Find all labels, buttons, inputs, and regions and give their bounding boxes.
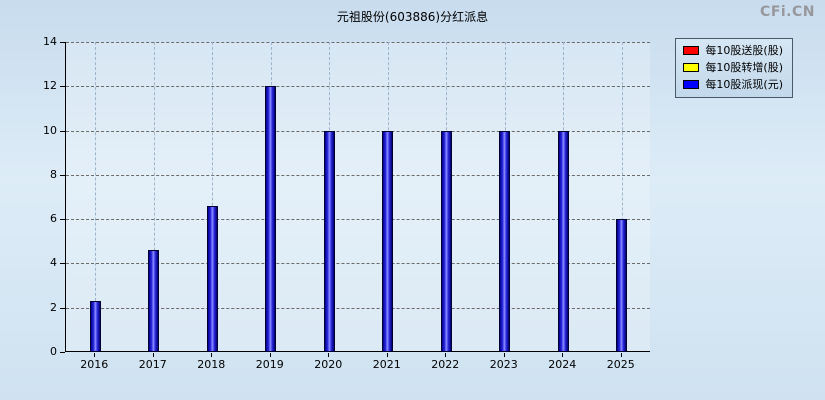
legend-item: 每10股派现(元) [683,78,783,91]
bar-每10股派现(元) [206,205,218,352]
y-axis-label: 2 [50,300,57,314]
x-axis-tick [620,353,622,357]
v-gridline [95,42,97,351]
v-gridline [153,42,155,351]
y-axis-tick [60,130,65,132]
legend-label: 每10股派现(元) [705,78,783,91]
h-gridline [66,86,650,88]
y-axis-tick [60,219,65,221]
bar-每10股派现(元) [89,301,101,352]
h-gridline [66,42,650,43]
y-axis-label: 6 [50,212,57,226]
legend-label: 每10股送股(股) [705,44,783,57]
y-axis-label: 14 [43,35,57,48]
x-axis-tick [152,353,154,357]
bar-每10股派现(元) [148,250,160,352]
x-axis-tick [503,353,505,357]
h-gridline [66,174,650,176]
y-axis-tick [60,86,65,88]
x-axis-label: 2024 [548,358,577,371]
h-gridline [66,219,650,221]
x-axis-tick [211,353,213,357]
legend-item: 每10股送股(股) [683,44,783,57]
x-axis-label: 2017 [138,358,167,371]
x-axis-tick [562,353,564,357]
y-axis-tick [60,307,65,309]
legend-swatch-icon [683,63,700,72]
y-axis-tick [60,352,65,353]
cfi-cn-logo: CFi.CN [760,4,815,20]
x-axis-label: 2021 [372,358,401,371]
x-axis-label: 2022 [431,358,460,371]
x-axis-tick [386,353,388,357]
y-axis-label: 10 [43,123,57,137]
legend-box: 每10股送股(股) 每10股转增(股) 每10股派现(元) [675,38,793,98]
chart-title: 元祖股份(603886)分红派息 [336,10,489,24]
plot-area [65,42,650,352]
h-gridline [66,130,650,132]
x-axis-label: 2018 [197,358,226,371]
h-gridline [66,263,650,265]
y-axis-label: 12 [43,79,57,93]
legend-swatch-icon [683,80,700,89]
y-axis-label: 8 [50,167,57,181]
bar-每10股派现(元) [440,130,452,352]
v-gridline [212,42,214,351]
legend-item: 每10股转增(股) [683,61,783,74]
x-axis-tick [269,353,271,357]
x-axis-tick [94,353,96,357]
h-gridline [66,307,650,309]
bar-每10股派现(元) [265,86,277,352]
bar-每10股派现(元) [499,130,511,352]
y-axis-tick [60,42,65,43]
legend-label: 每10股转增(股) [705,61,783,74]
x-axis-label: 2016 [80,358,109,371]
bar-每10股派现(元) [616,219,628,352]
bar-每10股派现(元) [557,130,569,352]
y-axis-tick [60,263,65,265]
v-gridline [621,42,623,351]
y-axis-label: 4 [50,256,57,270]
x-axis-tick [328,353,330,357]
x-axis-label: 2023 [489,358,518,371]
x-axis-label: 2019 [255,358,284,371]
bar-每10股派现(元) [323,130,335,352]
x-axis-tick [445,353,447,357]
x-axis-label: 2025 [606,358,635,371]
y-axis-label: 0 [50,345,57,358]
legend-swatch-icon [683,46,700,55]
x-axis-label: 2020 [314,358,343,371]
bar-每10股派现(元) [382,130,394,352]
y-axis-tick [60,174,65,176]
